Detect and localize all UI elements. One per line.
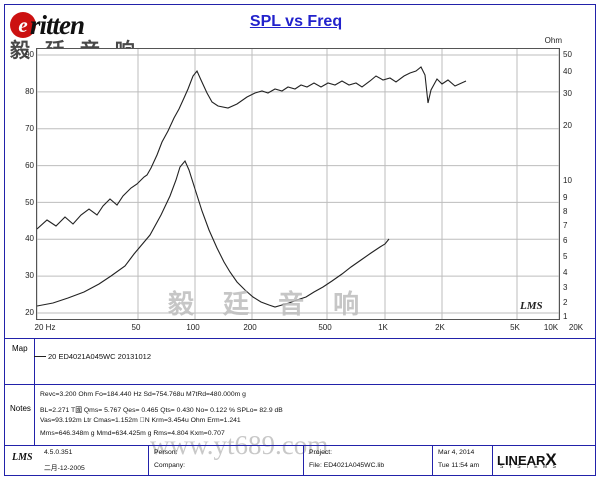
vendor-logo: LINEARX	[497, 450, 557, 470]
xtick-5k: 5K	[510, 323, 520, 332]
plot-curves	[37, 66, 467, 308]
footer-version: 4.5.0.351	[44, 449, 73, 456]
legend-id: 20	[48, 352, 57, 361]
xtick-200: 200	[243, 323, 257, 332]
xtick-20k: 20K	[568, 323, 584, 332]
ytick-70: 70	[25, 124, 34, 133]
divider-footer-2	[303, 445, 304, 475]
ytick-20: 20	[25, 308, 34, 317]
footer-person-label: Person:	[154, 449, 178, 456]
y2tick-3: 3	[563, 283, 568, 292]
vendor-subtitle: S Y S T E M S	[500, 464, 558, 470]
notes-line-4: Mms=646.348m g Mmd=634.425m g Rms=4.804 …	[40, 430, 225, 437]
divider-map-col	[34, 338, 35, 384]
y2tick-20: 20	[563, 121, 572, 130]
footer-time: Tue 11:54 am	[438, 462, 480, 469]
ytick-30: 30	[25, 271, 34, 280]
ytick-40: 40	[25, 234, 34, 243]
xtick-10k: 10K	[543, 323, 559, 332]
notes-line-3: Vas=93.192m Ltr Cmas=1.152m 􀀁N Krm=3.454…	[40, 417, 241, 424]
notes-line-1: Revc=3.200 Ohm Fo=184.440 Hz Sd=754.768u…	[40, 391, 246, 398]
footer-company-label: Company:	[154, 462, 185, 469]
footer-project-label: Project:	[309, 449, 333, 456]
watermark-middle: 毅 廷 音 响	[168, 290, 370, 320]
y2tick-30: 30	[563, 89, 572, 98]
legend-name: ED4021A045WC	[58, 352, 116, 361]
ytick-80: 80	[25, 87, 34, 96]
xtick-100: 100	[186, 323, 200, 332]
footer-date: Mar 4, 2014	[438, 449, 475, 456]
impedance-curve	[37, 159, 390, 308]
y2tick-40: 40	[563, 67, 572, 76]
vendor-name: LINEAR	[497, 453, 546, 468]
divider-notes	[5, 384, 596, 385]
y2tick-8: 8	[563, 207, 568, 216]
y2tick-7: 7	[563, 221, 568, 230]
divider-footer-3	[432, 445, 433, 475]
y2tick-9: 9	[563, 193, 568, 202]
right-axis-label: Ohm	[544, 36, 562, 45]
xtick-1k: 1K	[378, 323, 388, 332]
ytick-60: 60	[25, 161, 34, 170]
legend-line-swatch	[34, 356, 46, 357]
notes-line-2: BL=2.271 T國 Qms= 5.767 Qes= 0.465 Qts= 0…	[40, 407, 283, 414]
divider-notes-col	[34, 384, 35, 445]
legend-date: 20131012	[117, 352, 152, 361]
footer-file-label: File: ED4021A045WC.lib	[309, 462, 385, 469]
divider-footer-1	[148, 445, 149, 475]
y2tick-6: 6	[563, 236, 568, 245]
ytick-50: 50	[25, 198, 34, 207]
plot-area	[36, 48, 560, 320]
xtick-20hz: 20 Hz	[34, 323, 56, 332]
y2tick-5: 5	[563, 252, 568, 261]
xtick-2k: 2K	[435, 323, 445, 332]
divider-map	[5, 338, 596, 339]
brand-name: ritten	[30, 10, 85, 40]
outer-frame	[4, 4, 596, 476]
ytick-90: 90	[25, 50, 34, 59]
footer-lms-mark: LMS	[12, 452, 33, 463]
page-title: SPL vs Freq	[249, 13, 343, 30]
brand-logo: e ritten	[10, 10, 180, 44]
legend-item[interactable]: 20 ED4021A045WC 20131012	[34, 352, 152, 361]
vendor-x: X	[545, 450, 557, 469]
spl-curve	[37, 66, 467, 230]
plot-gridlines	[37, 49, 559, 319]
divider-footer	[5, 445, 596, 446]
lms-plot-mark: LMS	[520, 300, 543, 312]
notes-panel-label: Notes	[10, 404, 31, 413]
y2tick-4: 4	[563, 268, 568, 277]
brand-initial: e	[10, 12, 36, 38]
map-panel-label: Map	[12, 344, 28, 353]
y2tick-50: 50	[563, 50, 572, 59]
xtick-500: 500	[318, 323, 332, 332]
y2tick-2: 2	[563, 298, 568, 307]
y2tick-10: 10	[563, 176, 572, 185]
footer-date-line: 二月-12-2005	[44, 465, 85, 472]
xtick-50: 50	[131, 323, 141, 332]
divider-footer-4	[492, 445, 493, 475]
y2tick-1: 1	[563, 312, 568, 321]
